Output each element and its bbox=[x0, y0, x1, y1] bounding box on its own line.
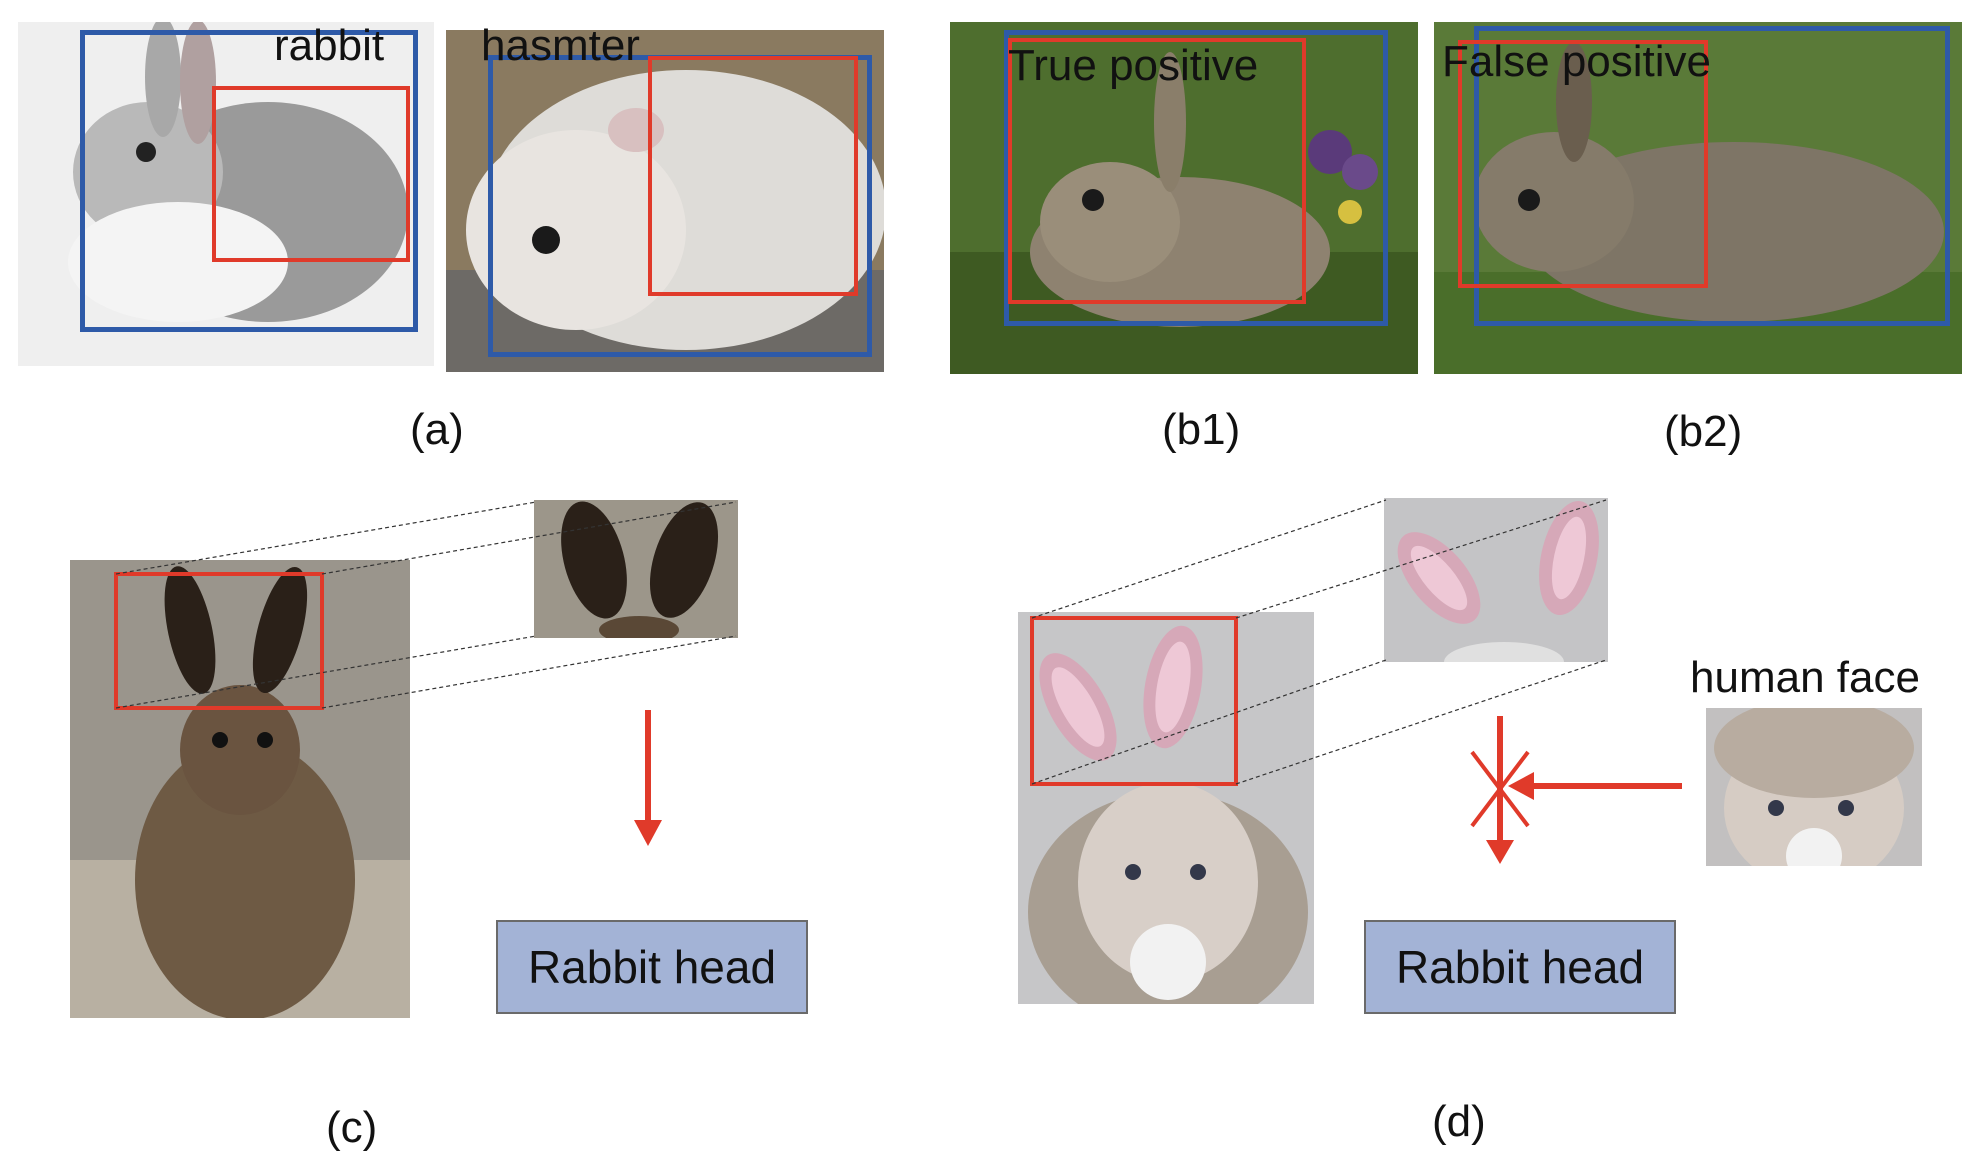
tp-detection-box bbox=[1004, 30, 1388, 326]
rabbit-label: rabbit bbox=[274, 21, 385, 70]
caption-b1: (b1) bbox=[1162, 405, 1241, 454]
rabbit-head-box-d: Rabbit head bbox=[1364, 920, 1676, 1014]
hare-ears-box bbox=[114, 572, 324, 710]
caption-a: (a) bbox=[410, 405, 464, 454]
human-face-label: human face bbox=[1690, 653, 1920, 702]
hare-ears-crop bbox=[534, 500, 738, 638]
caption-d: (d) bbox=[1432, 1097, 1486, 1146]
rabbit-photo bbox=[18, 22, 434, 366]
bunny-ears-box bbox=[1030, 616, 1238, 786]
blocked-mark-stroke-1 bbox=[1470, 750, 1530, 828]
blocked-mark-stroke-2 bbox=[1470, 750, 1530, 828]
human-face-photo bbox=[1706, 708, 1922, 866]
fp-part-box bbox=[1458, 40, 1708, 288]
caption-c: (c) bbox=[326, 1103, 378, 1152]
true-positive-photo bbox=[950, 22, 1418, 374]
caption-b2: (b2) bbox=[1664, 407, 1743, 456]
true-positive-label: True positive bbox=[1008, 41, 1259, 90]
zoom-line-d-top bbox=[1031, 499, 1387, 619]
tp-part-box bbox=[1008, 38, 1306, 304]
fp-detection-box bbox=[1474, 26, 1950, 326]
hamster-label: hasmter bbox=[481, 21, 640, 70]
false-positive-label: False positive bbox=[1442, 37, 1712, 86]
rabbit-detection-box bbox=[80, 30, 418, 332]
arrow-c-head bbox=[634, 820, 662, 846]
arrow-d-head bbox=[1486, 840, 1514, 864]
hamster-photo bbox=[446, 30, 884, 372]
rabbit-part-box bbox=[212, 86, 410, 262]
hamster-part-box bbox=[648, 56, 858, 296]
rabbit-head-box-c: Rabbit head bbox=[496, 920, 808, 1014]
bunny-ears-crop bbox=[1384, 498, 1608, 662]
face-arrow-head bbox=[1508, 772, 1534, 800]
